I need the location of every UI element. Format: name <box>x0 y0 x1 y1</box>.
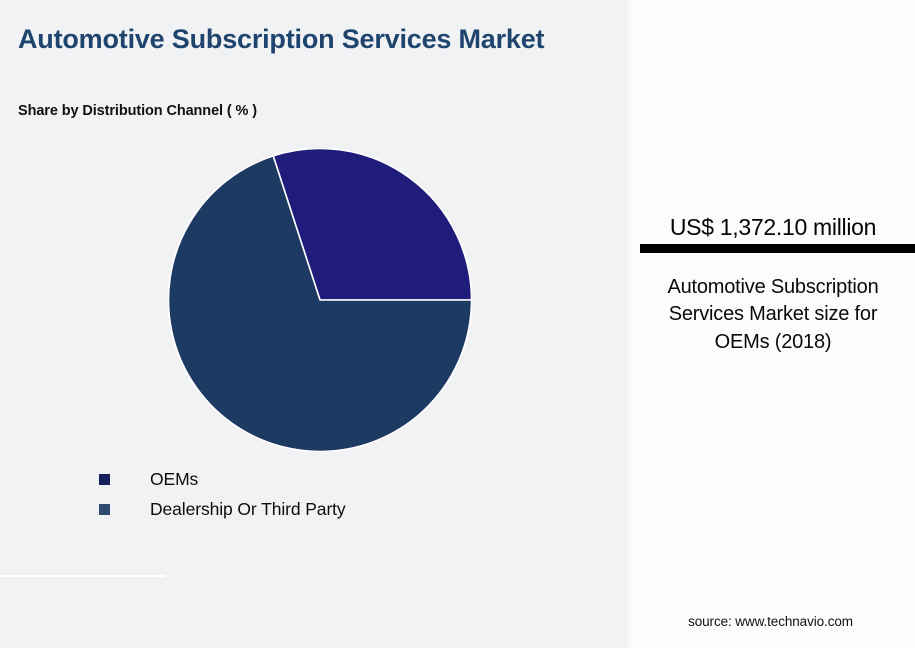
legend-item-dealership-or-third-party[interactable]: Dealership Or Third Party <box>99 494 579 524</box>
pie-chart <box>168 148 472 452</box>
pie-slice-dealership-or-third-party[interactable] <box>168 155 472 452</box>
pie-slice-group <box>168 148 472 452</box>
legend-label-oems: OEMs <box>150 468 199 489</box>
legend-swatch-oems <box>99 473 110 485</box>
kpi-value: US$ 1,372.10 million <box>669 214 877 240</box>
chart-subtitle: Share by Distribution Channel ( % ) <box>18 103 257 119</box>
chart-panel: Automotive Subscription Services Market … <box>0 24 579 577</box>
kpi-panel: US$ 1,372.10 million Automotive Subscrip… <box>627 0 915 648</box>
pie-slice-oems[interactable] <box>272 148 472 301</box>
chart-legend: OEMs Dealership Or Third Party <box>99 464 579 524</box>
divider-rule <box>0 575 165 577</box>
pie-chart-svg <box>168 148 472 452</box>
legend-label-dealership-or-third-party: Dealership Or Third Party <box>150 498 346 519</box>
legend-swatch-dealership-or-third-party <box>99 503 110 515</box>
source-note: source: www.technavio.com <box>688 614 853 629</box>
kpi-underline-rule <box>640 244 915 253</box>
kpi-caption: Automotive Subscription Services Market … <box>667 276 879 353</box>
legend-item-oems[interactable]: OEMs <box>99 464 579 494</box>
page-title: Automotive Subscription Services Market <box>18 24 545 54</box>
